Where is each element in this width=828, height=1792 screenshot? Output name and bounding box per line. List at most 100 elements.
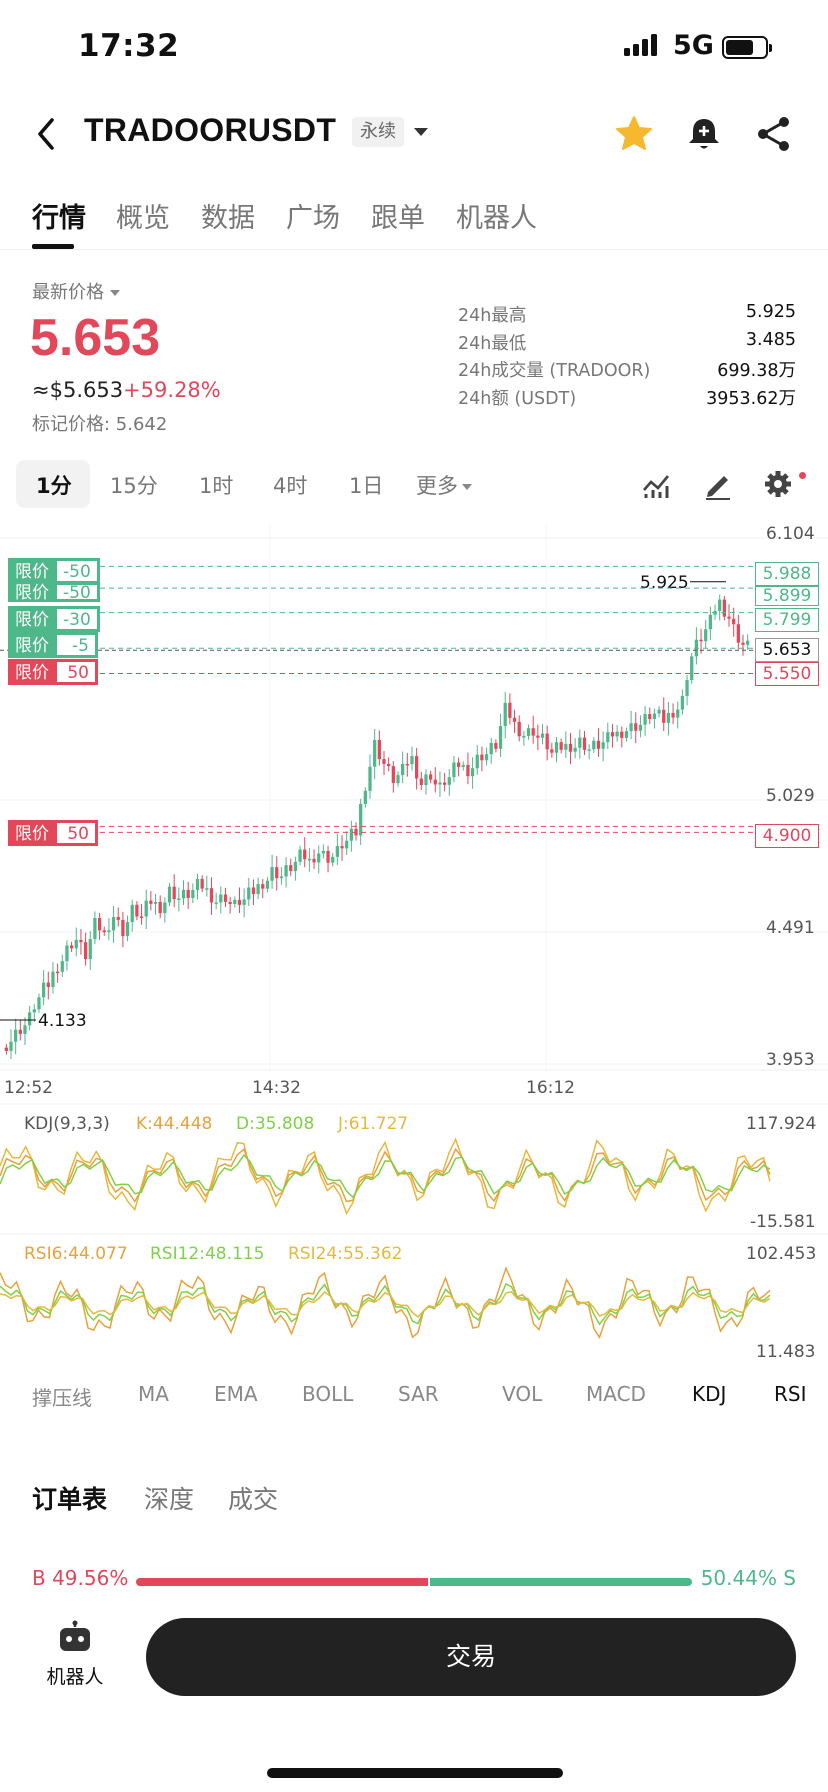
candle-body bbox=[46, 982, 50, 987]
latest-price-label[interactable]: 最新价格 bbox=[32, 278, 120, 304]
candlestick-chart[interactable]: 5.925 4.133 bbox=[0, 524, 828, 1384]
candle-body bbox=[219, 894, 223, 903]
back-arrow-icon[interactable] bbox=[28, 112, 68, 156]
candle-body bbox=[382, 759, 386, 764]
candle-body bbox=[97, 918, 102, 931]
timeframe-1m[interactable]: 1分 bbox=[36, 474, 72, 498]
candle-body bbox=[489, 742, 493, 755]
robot-button[interactable]: 机器人 bbox=[40, 1620, 110, 1689]
tab-data[interactable]: 数据 bbox=[201, 203, 255, 234]
stat-row: 24h成交量 (TRADOOR) 699.38万 bbox=[458, 361, 796, 381]
candle-body bbox=[433, 779, 437, 785]
indicator-support-resistance[interactable]: 撑压线 bbox=[32, 1386, 92, 1410]
buy-ratio: B 49.56% bbox=[32, 1566, 129, 1590]
candle-body bbox=[592, 740, 596, 750]
candle-body bbox=[60, 961, 64, 972]
candle-body bbox=[727, 616, 731, 619]
indicator-macd[interactable]: MACD bbox=[586, 1382, 646, 1406]
candle-body bbox=[624, 731, 629, 738]
indicator-rsi[interactable]: RSI bbox=[774, 1382, 807, 1406]
tab-copy-trading[interactable]: 跟单 bbox=[371, 203, 425, 234]
indicator-sar[interactable]: SAR bbox=[398, 1382, 439, 1406]
candle-body bbox=[55, 971, 60, 974]
candle-body bbox=[405, 763, 409, 766]
orderbook-tabs: 订单表 深度 成交 bbox=[0, 1470, 828, 1520]
pair-title[interactable]: TRADOORUSDT bbox=[84, 112, 337, 148]
candle-body bbox=[270, 867, 274, 881]
candle-body bbox=[480, 754, 484, 761]
candle-body bbox=[209, 888, 214, 903]
tab-bots[interactable]: 机器人 bbox=[456, 203, 537, 234]
candle-body bbox=[223, 894, 228, 902]
candle-body bbox=[18, 1029, 22, 1034]
timeframe-1h[interactable]: 1时 bbox=[199, 474, 234, 498]
bell-plus-icon[interactable] bbox=[684, 114, 724, 154]
indicator-kdj[interactable]: KDJ bbox=[692, 1382, 727, 1406]
timeframe-more[interactable]: 更多 bbox=[416, 470, 472, 500]
order-tag[interactable]: 限价 -50 bbox=[8, 582, 100, 603]
candle-body bbox=[74, 940, 78, 949]
candle-body bbox=[279, 876, 284, 879]
candle-body bbox=[522, 736, 526, 738]
candles: 5.925 4.133 bbox=[0, 573, 750, 1059]
order-tag[interactable]: 限价 -30 bbox=[8, 606, 100, 632]
candle-body bbox=[540, 733, 545, 738]
indicator-boll[interactable]: BOLL bbox=[302, 1382, 354, 1406]
tab-depth[interactable]: 深度 bbox=[144, 1485, 195, 1514]
tab-square[interactable]: 广场 bbox=[286, 203, 340, 234]
tab-market[interactable]: 行情 bbox=[32, 203, 86, 234]
candle-body bbox=[233, 899, 237, 905]
star-icon[interactable] bbox=[614, 114, 654, 154]
draw-pencil-icon[interactable] bbox=[702, 468, 734, 500]
rsi12-value: RSI12:48.115 bbox=[150, 1244, 265, 1264]
candle-body bbox=[508, 702, 512, 718]
price-chart[interactable]: 5.925 4.133 6.104 5.029 4.491 3.953 限价 -50… bbox=[0, 524, 828, 1424]
candle-body bbox=[228, 901, 232, 905]
candle-body bbox=[652, 713, 657, 720]
kdj-label: KDJ(9,3,3) bbox=[24, 1114, 110, 1134]
indicator-ma[interactable]: MA bbox=[138, 1382, 169, 1406]
order-price-tag: 5.550 bbox=[755, 662, 819, 686]
candle-body bbox=[601, 742, 605, 749]
order-price-tag: 5.799 bbox=[755, 608, 819, 632]
indicator-ema[interactable]: EMA bbox=[214, 1382, 258, 1406]
candle-body bbox=[111, 917, 116, 931]
price-axis-label: 4.491 bbox=[766, 918, 815, 938]
tab-trades[interactable]: 成交 bbox=[228, 1485, 279, 1514]
timeframe-4h[interactable]: 4时 bbox=[273, 474, 308, 498]
rsi12-line bbox=[0, 1282, 771, 1326]
timeframe-15m[interactable]: 15分 bbox=[110, 474, 158, 498]
tab-overview[interactable]: 概览 bbox=[116, 203, 170, 234]
timeframe-1d[interactable]: 1日 bbox=[349, 474, 384, 498]
order-tag[interactable]: 限价 -5 bbox=[8, 632, 98, 658]
usd-price-line: ≈$5.653+59.28% bbox=[32, 378, 221, 402]
candle-body bbox=[65, 945, 69, 962]
contract-type-badge: 永续 bbox=[352, 117, 404, 147]
candle-body bbox=[484, 754, 489, 761]
candle-body bbox=[629, 723, 633, 732]
candle-body bbox=[466, 765, 470, 777]
order-tag[interactable]: 限价 50 bbox=[8, 820, 98, 846]
trade-button[interactable]: 交易 bbox=[146, 1618, 796, 1696]
indicator-icon[interactable] bbox=[640, 468, 672, 500]
settings-gear-icon[interactable] bbox=[762, 468, 794, 500]
candle-body bbox=[596, 740, 601, 749]
bottom-bar: 机器人 交易 bbox=[0, 1600, 828, 1792]
chevron-down-icon[interactable] bbox=[414, 128, 428, 136]
robot-icon bbox=[60, 1620, 90, 1651]
order-tag[interactable]: 限价 50 bbox=[8, 659, 98, 685]
mark-price: 标记价格: 5.642 bbox=[32, 414, 168, 435]
kdj-lines bbox=[0, 1137, 771, 1216]
candle-body bbox=[568, 743, 573, 752]
candle-body bbox=[191, 890, 195, 898]
indicator-vol[interactable]: VOL bbox=[502, 1382, 543, 1406]
rsi6-line bbox=[0, 1266, 771, 1340]
candle-body bbox=[387, 763, 391, 767]
share-icon[interactable] bbox=[754, 114, 794, 154]
candle-body bbox=[125, 922, 130, 937]
candle-body bbox=[680, 695, 685, 710]
order-tag[interactable]: 限价 -50 bbox=[8, 558, 100, 584]
tab-order-book[interactable]: 订单表 bbox=[32, 1485, 108, 1514]
order-lines bbox=[0, 565, 754, 833]
candle-body bbox=[205, 888, 209, 890]
